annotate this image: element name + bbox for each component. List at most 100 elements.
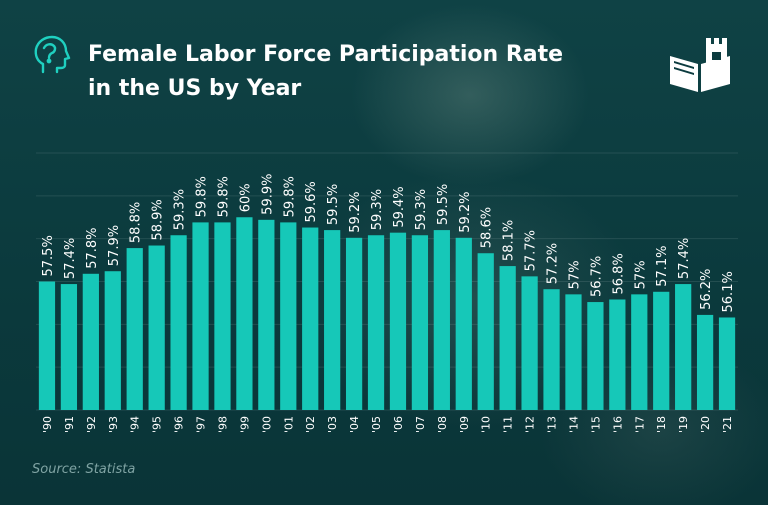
book-castle-icon [670, 38, 730, 92]
bar [82, 273, 99, 410]
bar [718, 317, 736, 410]
x-tick-label: '97 [195, 416, 208, 433]
x-tick-label: '08 [436, 416, 449, 433]
x-tick-label: '93 [107, 416, 120, 433]
bar [455, 237, 472, 410]
x-tick-label: '13 [546, 416, 559, 433]
value-labels: 57.5% 57.4% 57.8% 57.9% 58.8% 58.9% 59.3% 59.8%… [41, 174, 736, 313]
x-tick-label: '11 [502, 416, 515, 433]
x-tick-label: '07 [414, 416, 427, 433]
bar [104, 271, 121, 410]
data-label: 59.9% [260, 174, 275, 215]
data-label: 56.7% [589, 256, 604, 297]
x-tick-labels: '90 '91 '92 '93 '94 '95 '96 '97 '98 '99 '00 '01 '02 '… [41, 416, 734, 433]
x-tick-label: '94 [129, 416, 142, 433]
bar [214, 222, 231, 410]
x-tick-label: '21 [721, 416, 734, 433]
data-label: 58.6% [480, 207, 495, 248]
bar [60, 284, 78, 410]
x-tick-label: '06 [392, 416, 405, 433]
x-tick-label: '96 [173, 416, 186, 433]
bar [696, 314, 714, 410]
chart-title: Female Labor Force Participation Rate in… [88, 38, 648, 106]
bar [367, 235, 385, 410]
data-label: 57.4% [677, 238, 692, 279]
bar [192, 222, 209, 410]
bar [170, 235, 187, 410]
bar [345, 237, 363, 410]
x-tick-label: '91 [63, 416, 76, 433]
chart-title-line-2: in the US by Year [88, 76, 302, 101]
x-tick-label: '09 [458, 416, 471, 433]
x-tick-label: '19 [677, 416, 690, 433]
x-tick-label: '04 [348, 416, 361, 433]
bar [609, 299, 626, 410]
bar [302, 227, 319, 410]
data-label: 59.4% [392, 186, 407, 227]
data-label: 58.9% [151, 199, 166, 240]
data-label: 57.9% [107, 225, 122, 266]
x-tick-label: '02 [304, 416, 317, 433]
data-label: 57% [567, 260, 582, 289]
bar [499, 266, 516, 410]
x-tick-label: '05 [370, 416, 383, 433]
data-label: 59.5% [436, 184, 451, 225]
x-tick-label: '16 [611, 416, 624, 433]
data-label: 59.3% [414, 189, 429, 230]
bars [38, 217, 736, 410]
data-label: 57.2% [546, 243, 561, 284]
bar [565, 294, 582, 410]
x-tick-label: '98 [216, 416, 229, 433]
bar [126, 248, 143, 410]
bar [433, 230, 450, 410]
bar [38, 281, 56, 410]
bar [631, 294, 648, 410]
x-tick-label: '01 [282, 416, 295, 433]
x-tick-label: '10 [480, 416, 493, 433]
data-label: 57.4% [63, 238, 78, 279]
x-tick-label: '99 [238, 416, 251, 433]
data-label: 57% [633, 260, 648, 289]
x-tick-label: '15 [589, 416, 602, 433]
data-label: 59.3% [370, 189, 385, 230]
data-label: 59.6% [304, 181, 319, 222]
data-label: 59.5% [326, 184, 341, 225]
bar [258, 219, 275, 410]
bar [324, 230, 341, 410]
data-label: 57.8% [85, 227, 100, 268]
x-tick-label: '20 [699, 416, 712, 433]
bar [675, 284, 692, 410]
bar [148, 245, 165, 410]
bar [411, 235, 429, 410]
x-tick-label: '14 [567, 416, 580, 433]
bar [280, 222, 297, 410]
x-tick-label: '03 [326, 416, 339, 433]
x-tick-label: '92 [85, 416, 98, 433]
data-label: 57.7% [524, 230, 539, 271]
x-tick-label: '90 [41, 416, 54, 433]
chart-title-line-1: Female Labor Force Participation Rate [88, 42, 564, 67]
bar [587, 302, 604, 410]
data-label: 59.2% [348, 191, 363, 232]
data-label: 59.8% [216, 176, 231, 217]
data-label: 59.8% [282, 176, 297, 217]
data-label: 58.8% [129, 202, 144, 243]
bar [236, 217, 253, 410]
bar [389, 232, 407, 410]
data-label: 58.1% [502, 220, 517, 261]
head-profile-icon [34, 35, 71, 74]
source-note: Source: Statista [32, 462, 136, 477]
data-label: 59.3% [173, 189, 188, 230]
x-tick-label: '95 [151, 416, 164, 433]
data-label: 56.2% [699, 269, 714, 310]
bar [543, 289, 560, 410]
bar [477, 253, 494, 410]
data-label: 56.1% [721, 271, 736, 312]
data-label: 57.5% [41, 235, 56, 276]
x-tick-label: '12 [524, 416, 537, 433]
x-tick-label: '17 [633, 416, 646, 433]
data-label: 60% [238, 183, 253, 212]
bar [521, 276, 538, 410]
data-label: 56.8% [611, 253, 626, 294]
